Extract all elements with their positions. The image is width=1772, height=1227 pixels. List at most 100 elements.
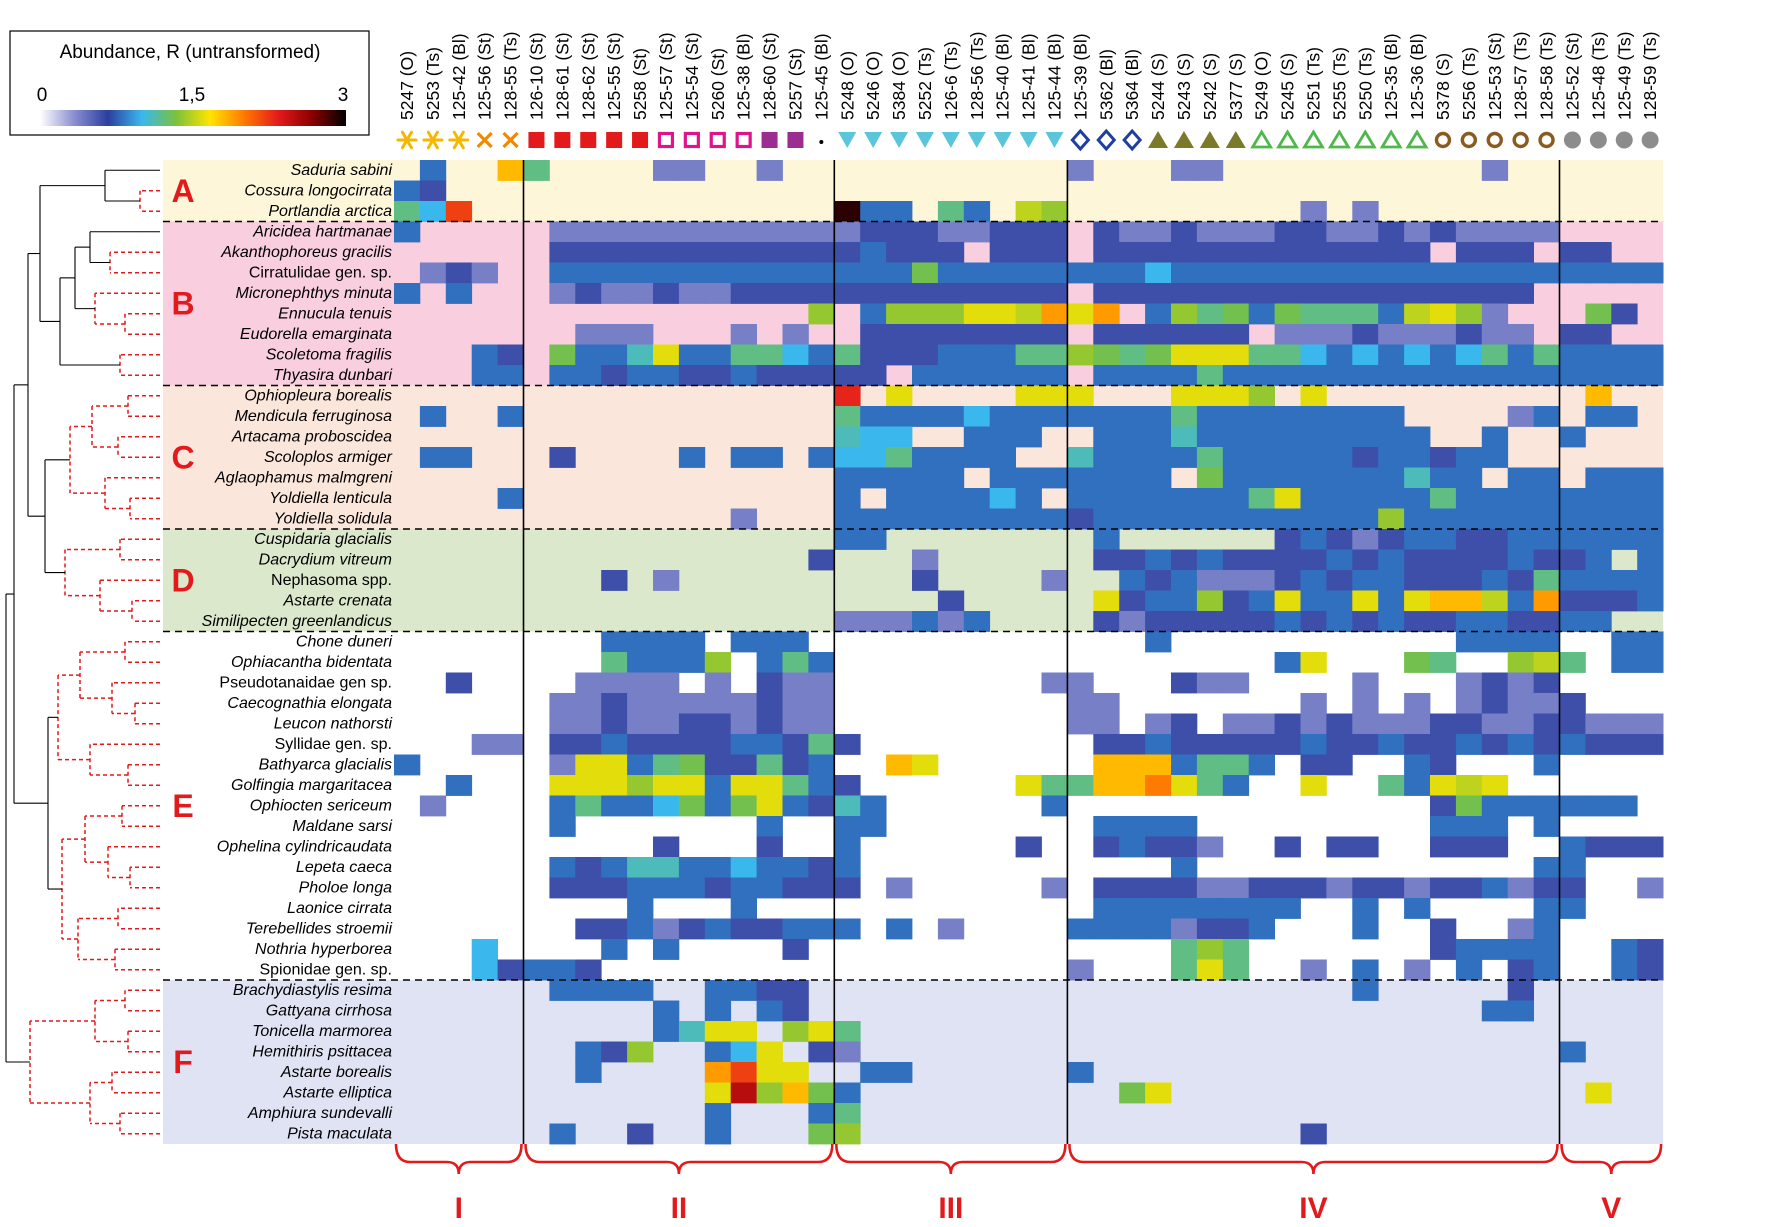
- heatmap-cell: [1119, 611, 1146, 632]
- heatmap-cell: [1067, 160, 1094, 181]
- heatmap-cell: [1507, 529, 1534, 550]
- heatmap-cell: [1196, 775, 1224, 796]
- heatmap-cell: [808, 713, 835, 735]
- colorbar-legend: Abundance, R (untransformed) 0 1,5 3: [9, 30, 370, 136]
- heatmap-cell: [704, 672, 732, 694]
- station-label: 5258 (St): [630, 48, 650, 120]
- station-label: 5257 (St): [786, 48, 806, 120]
- heatmap-cell: [963, 406, 991, 427]
- heatmap-cell: [627, 775, 654, 796]
- heatmap-cell: [1274, 836, 1301, 858]
- heatmap-cell: [419, 447, 447, 468]
- band-group-E: [163, 631, 1664, 980]
- heatmap-cell: [419, 201, 447, 222]
- station-label: 5245 (S): [1278, 53, 1298, 120]
- heatmap-cell: [1222, 672, 1250, 694]
- heatmap-cell: [678, 631, 706, 653]
- heatmap-cell: [782, 1082, 809, 1104]
- heatmap-cell: [653, 242, 680, 263]
- heatmap-cell: [704, 980, 732, 1001]
- heatmap-cell: [1222, 447, 1250, 468]
- heatmap-cell: [1430, 713, 1457, 735]
- heatmap-cell: [1248, 570, 1275, 591]
- species-label: Cossura longocirrata: [244, 183, 392, 200]
- heatmap-cell: [1481, 447, 1509, 468]
- heatmap-cell: [1481, 262, 1509, 284]
- heatmap-cell: [1171, 283, 1198, 304]
- heatmap-cell: [1533, 590, 1560, 612]
- heatmap-cell: [1300, 283, 1327, 304]
- heatmap-cell: [1326, 734, 1353, 755]
- heatmap-cell: [704, 221, 732, 243]
- station-marker-diamond-open: [1122, 128, 1143, 152]
- heatmap-cell: [1145, 775, 1172, 796]
- heatmap-cell: [627, 877, 654, 899]
- station-marker-square-filled: [761, 132, 778, 148]
- heatmap-cell: [523, 160, 550, 181]
- heatmap-cells: [394, 160, 1664, 1145]
- heatmap-cell: [1559, 836, 1586, 858]
- heatmap-cell: [1171, 857, 1198, 878]
- heatmap-cell: [756, 734, 783, 755]
- heatmap-cell: [1093, 877, 1120, 899]
- heatmap-cell: [860, 221, 887, 243]
- heatmap-cell: [1300, 324, 1327, 345]
- heatmap-cell: [1455, 467, 1483, 489]
- heatmap-cell: [1611, 529, 1638, 550]
- heatmap-cell: [1507, 365, 1534, 386]
- heatmap-cell: [1507, 508, 1534, 530]
- heatmap-cell: [1300, 508, 1327, 530]
- heatmap-cell: [1455, 836, 1483, 858]
- heatmap-cell: [808, 1041, 835, 1063]
- heatmap-cell: [834, 1082, 861, 1104]
- heatmap-cell: [834, 283, 861, 304]
- heatmap-cell: [704, 652, 732, 673]
- heatmap-cell: [989, 447, 1016, 468]
- heatmap-cell: [730, 283, 757, 304]
- heatmap-cell: [627, 918, 654, 940]
- heatmap-cell: [653, 836, 680, 858]
- heatmap-cell: [886, 1062, 913, 1083]
- heatmap-cell: [989, 488, 1016, 509]
- species-label: Chone duneri: [296, 634, 393, 651]
- species-label: Terebellides stroemii: [246, 921, 393, 938]
- heatmap-cell: [1248, 611, 1275, 632]
- heatmap-cell: [1481, 365, 1509, 386]
- heatmap-cell: [1611, 344, 1638, 366]
- station-marker-circle-filled: [1615, 131, 1633, 149]
- heatmap-cell: [653, 344, 680, 366]
- heatmap-cell: [937, 303, 965, 325]
- heatmap-cell: [1404, 570, 1431, 591]
- heatmap-cell: [1585, 467, 1612, 489]
- heatmap-cell: [497, 365, 524, 386]
- heatmap-cell: [497, 488, 524, 509]
- heatmap-cell: [808, 672, 835, 694]
- heatmap-cell: [1300, 754, 1327, 776]
- heatmap-cell: [834, 734, 861, 755]
- heatmap-cell: [1248, 365, 1275, 386]
- heatmap-cell: [1093, 898, 1120, 919]
- heatmap-cell: [730, 775, 757, 796]
- heatmap-cell: [1533, 713, 1560, 735]
- heatmap-cell: [1248, 385, 1275, 407]
- heatmap-cell: [1533, 652, 1560, 673]
- species-label: Scoloplos armiger: [264, 449, 393, 466]
- heatmap-cell: [1611, 631, 1638, 653]
- station-label: 5384 (O): [889, 51, 909, 120]
- heatmap-cell: [1481, 877, 1509, 899]
- station-label: 125-38 (Bl): [734, 33, 754, 120]
- heatmap-cell: [1430, 262, 1457, 284]
- heatmap-cell: [549, 1123, 576, 1145]
- heatmap-cell: [1533, 672, 1560, 694]
- station-marker-circle-open: [1538, 131, 1555, 149]
- heatmap-cell: [653, 713, 680, 735]
- heatmap-cell: [1145, 508, 1172, 530]
- heatmap-cell: [834, 1123, 861, 1145]
- heatmap-cell: [1171, 918, 1198, 940]
- heatmap-cell: [1481, 795, 1509, 817]
- heatmap-cell: [1196, 754, 1224, 776]
- heatmap-cell: [497, 959, 524, 981]
- heatmap-cell: [1352, 529, 1379, 550]
- heatmap-cell: [808, 877, 835, 899]
- heatmap-cell: [627, 262, 654, 284]
